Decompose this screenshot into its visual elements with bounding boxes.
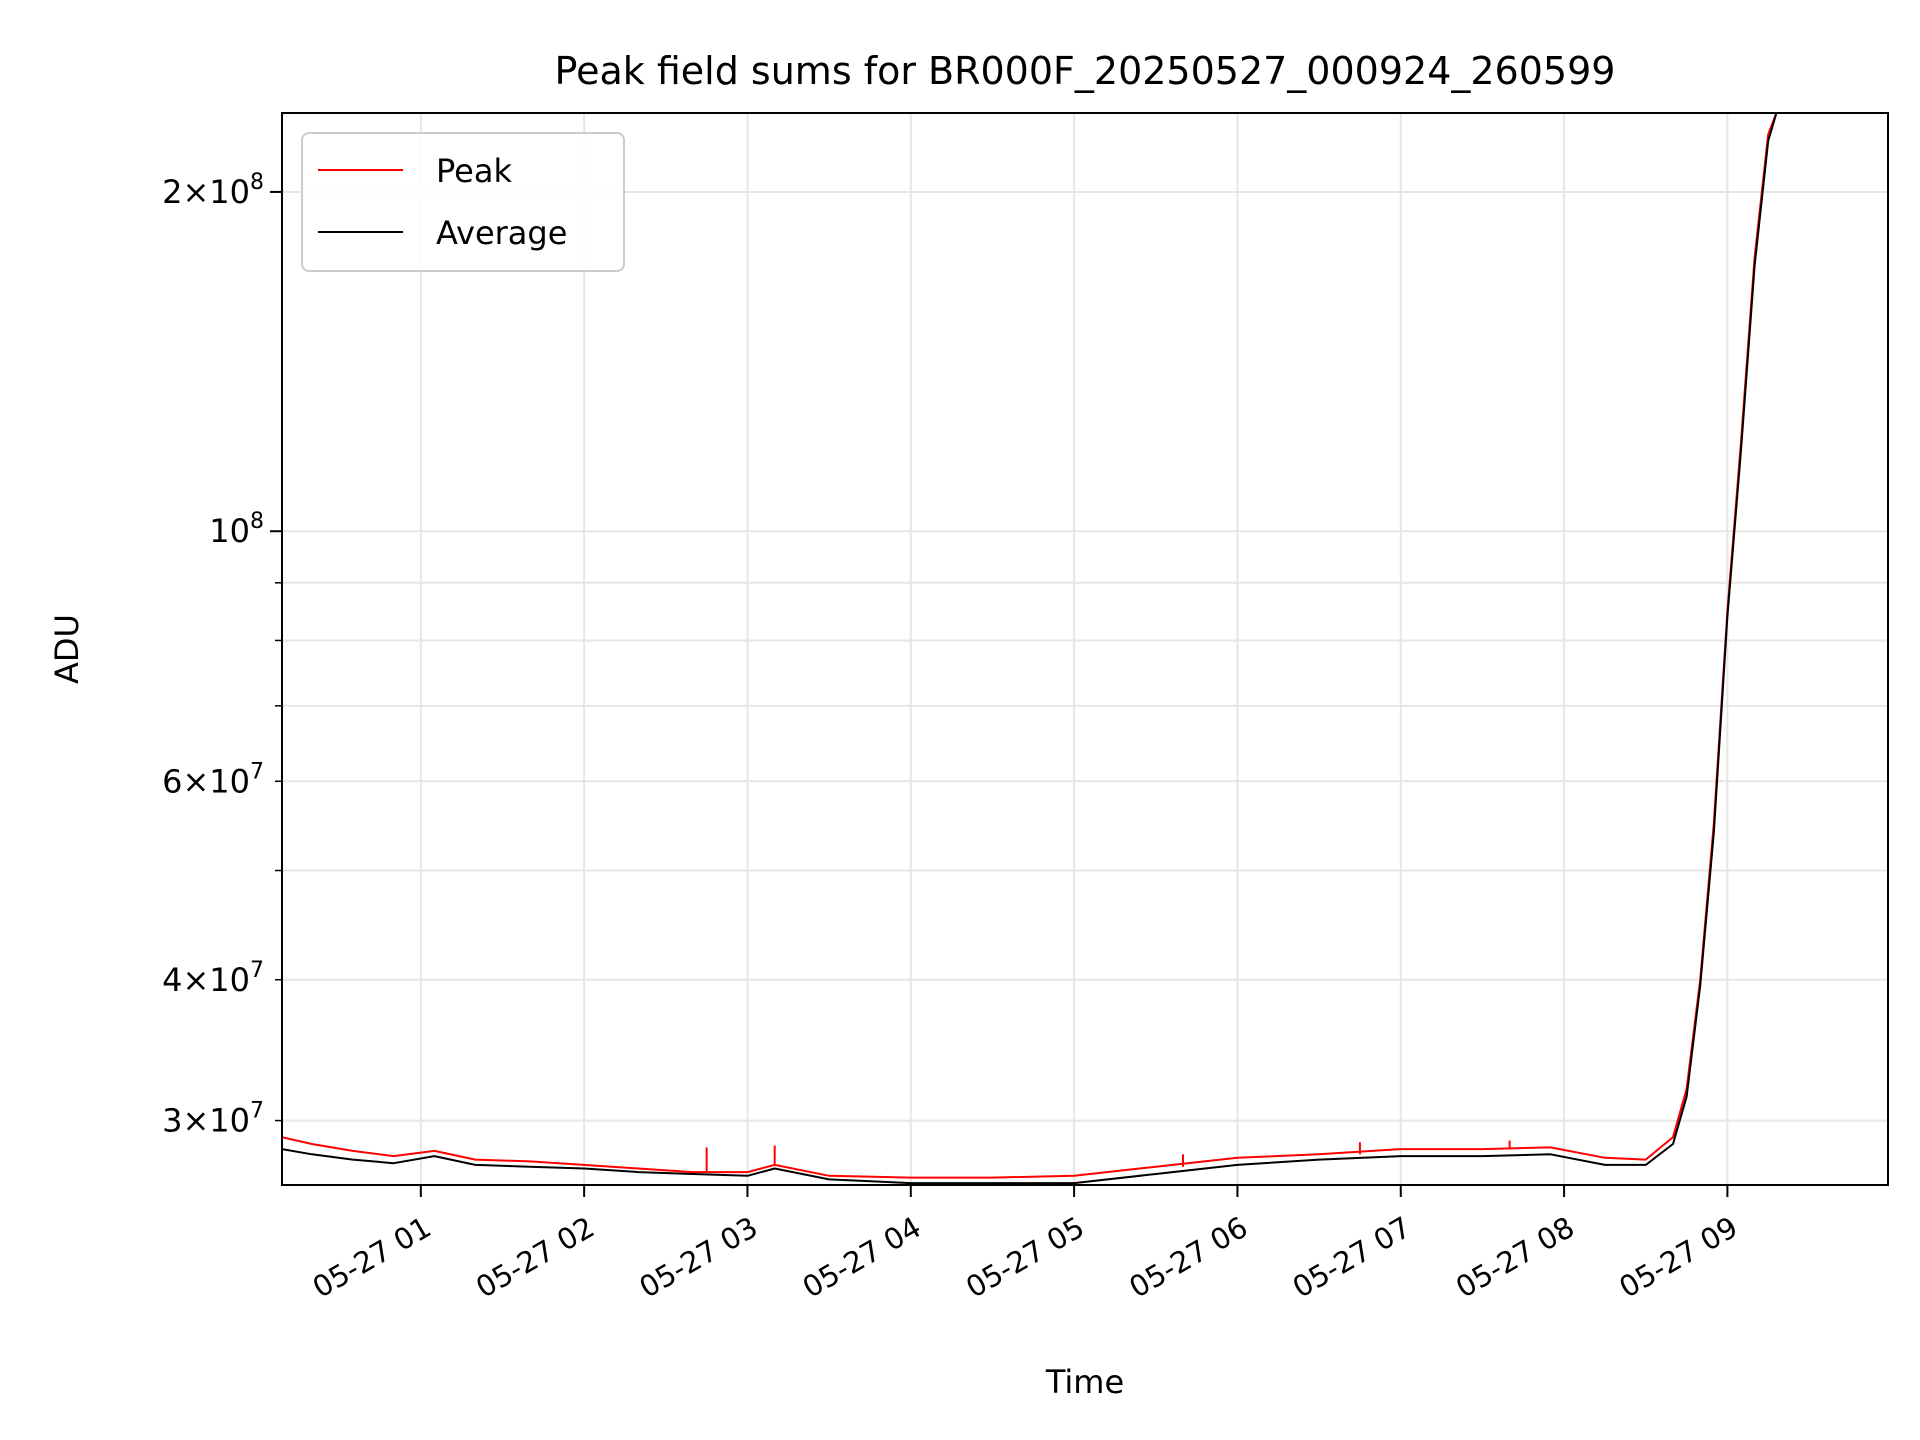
chart-title: Peak field sums for BR000F_20250527_0009… (555, 49, 1616, 93)
x-tick-label: 05-27 06 (1123, 1210, 1253, 1305)
y-tick-label: 6×107 (162, 759, 264, 800)
x-axis: 05-27 01 05-27 02 05-27 03 05-27 04 05-27 05… (307, 1185, 1743, 1305)
grid (282, 113, 1888, 1185)
y-tick-label: 2×108 (162, 170, 264, 211)
y-axis: 3×107 4×107 6×107 108 2×108 (162, 170, 282, 1140)
x-tick-label: 05-27 03 (633, 1210, 763, 1305)
series-layer (282, 113, 1778, 1185)
x-tick-label: 05-27 05 (960, 1210, 1090, 1305)
y-tick-label: 4×107 (162, 958, 264, 999)
x-tick-label: 05-27 09 (1613, 1210, 1743, 1305)
y-tick-label: 3×107 (162, 1099, 264, 1140)
legend-label-average: Average (436, 214, 567, 252)
legend-box (301, 132, 625, 272)
x-axis-label: Time (1045, 1363, 1124, 1401)
y-axis-label: ADU (48, 614, 86, 684)
legend-label-peak: Peak (436, 152, 512, 190)
y-tick-label: 108 (209, 509, 264, 550)
plot-frame (281, 112, 1889, 1186)
x-tick-label: 05-27 08 (1450, 1210, 1580, 1305)
series-line-peak (282, 113, 1778, 1179)
x-tick-label: 05-27 02 (470, 1210, 600, 1305)
legend: Peak Average (301, 132, 625, 272)
x-tick-label: 05-27 01 (307, 1210, 437, 1305)
x-tick-label: 05-27 07 (1287, 1210, 1417, 1305)
series-line-average (282, 113, 1778, 1185)
x-tick-label: 05-27 04 (797, 1210, 927, 1305)
